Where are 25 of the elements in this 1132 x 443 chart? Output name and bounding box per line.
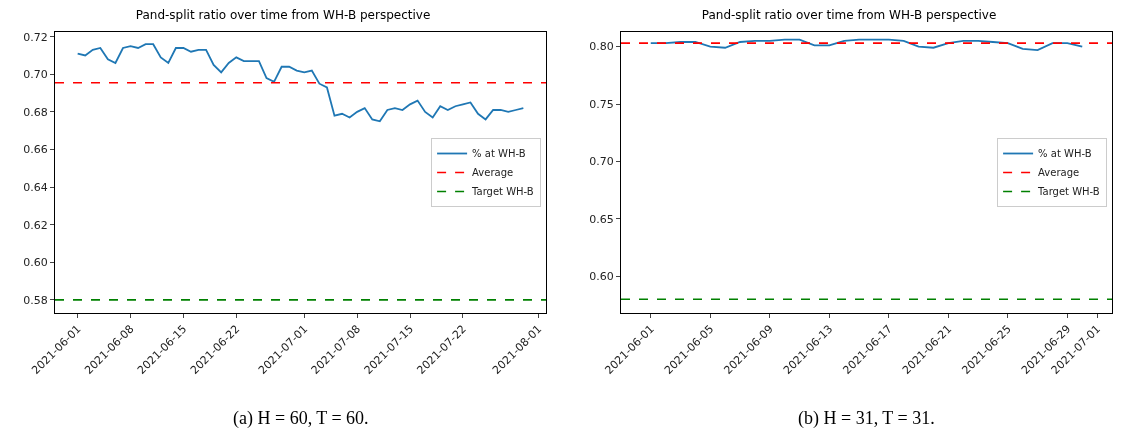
legend-label: % at WH-B	[1038, 148, 1092, 160]
y-tick-label: 0.58	[23, 293, 48, 307]
y-tick-label: 0.70	[23, 68, 48, 82]
chart-title: Pand-split ratio over time from WH-B perspective	[135, 8, 431, 23]
legend-label: % at WH-B	[472, 148, 526, 160]
line-series	[649, 38, 1084, 51]
y-tick-label: 0.72	[23, 30, 48, 44]
y-tick-label: 0.60	[589, 270, 614, 284]
legend-label: Average	[1038, 167, 1080, 179]
y-tick-label: 0.62	[23, 218, 48, 232]
text: (b) H = 31, T = 31.	[798, 408, 935, 429]
y-tick-label: 0.70	[589, 155, 614, 169]
y-tick-label: 0.65	[589, 212, 614, 226]
y-tick-label: 0.80	[589, 40, 614, 54]
y-tick-label: 0.75	[589, 97, 614, 111]
y-tick-label: 0.64	[23, 180, 48, 194]
y-tick-label: 0.68	[23, 105, 48, 119]
y-tick-label: 0.66	[23, 143, 48, 157]
text: (a) H = 60, T = 60.	[233, 408, 369, 429]
legend-label: Target WH-B	[471, 186, 534, 198]
legend-label: Target WH-B	[1037, 186, 1100, 198]
y-tick-label: 0.60	[23, 256, 48, 270]
line-series	[76, 43, 525, 123]
legend-label: Average	[472, 167, 514, 179]
chart-title: Pand-split ratio over time from WH-B perspective	[701, 8, 997, 23]
